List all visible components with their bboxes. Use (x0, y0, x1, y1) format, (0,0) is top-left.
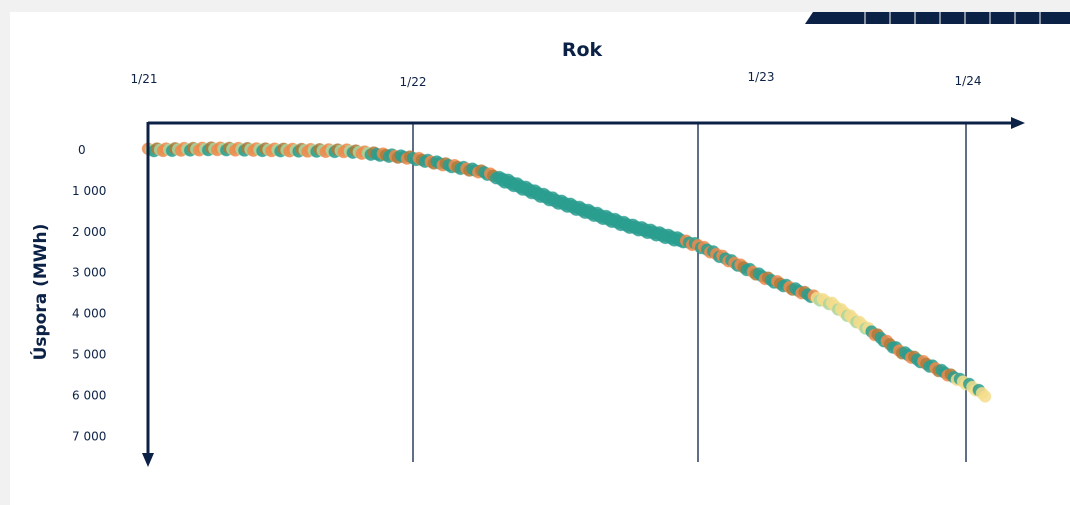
y-tick-label: 6 000 (72, 388, 106, 402)
y-tick-label: 2 000 (72, 225, 106, 239)
y-tick-label: 7 000 (72, 429, 106, 443)
data-point (978, 390, 992, 403)
y-tick-label: 5 000 (72, 348, 106, 362)
grid-lines (412, 123, 967, 462)
data-points (141, 141, 992, 403)
corner-decoration (805, 12, 1070, 24)
y-tick-label: 0 (78, 143, 86, 157)
chart-card (10, 12, 1070, 505)
y-tick-label: 4 000 (72, 307, 106, 321)
axes (142, 117, 1025, 467)
chart-title: Rok (562, 39, 603, 61)
x-tick-label: 1/21 (131, 72, 158, 86)
x-axis-arrow-icon (1011, 117, 1025, 129)
y-tick-labels: 0 1 000 2 000 3 000 4 000 5 000 6 000 7 000 (72, 143, 106, 443)
y-tick-label: 3 000 (72, 266, 106, 280)
x-tick-labels: 1/21 1/22 1/23 1/24 (131, 70, 982, 89)
y-tick-label: 1 000 (72, 184, 106, 198)
x-tick-label: 1/23 (748, 70, 775, 84)
x-tick-label: 1/22 (400, 75, 427, 89)
x-tick-label: 1/24 (955, 74, 982, 88)
y-axis-label: Úspora (MWh) (29, 224, 51, 361)
y-axis-arrow-icon (142, 453, 154, 467)
